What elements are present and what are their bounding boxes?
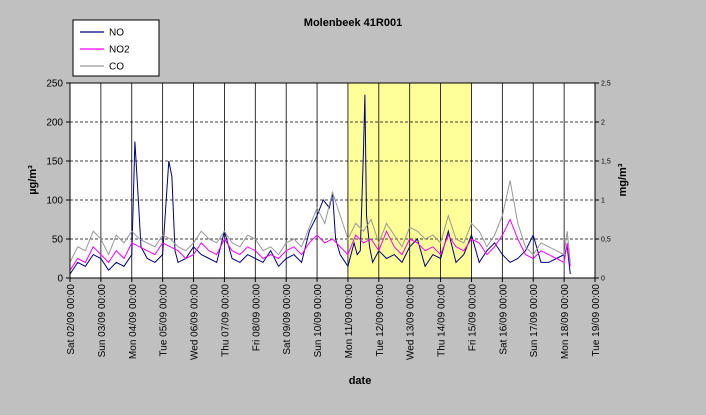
legend-box (72, 19, 160, 77)
x-tick-label: Tue 05/09 00:00 (159, 284, 170, 357)
y-tick-label-left: 150 (46, 157, 63, 168)
x-tick-label: Sun 17/09 00:00 (529, 284, 540, 358)
plot-border (69, 82, 596, 279)
x-tick-label: Mon 11/09 00:00 (344, 284, 355, 359)
series-line-no2 (69, 218, 571, 271)
y-axis-left-title: µg/m³ (27, 165, 39, 195)
x-tick-label: Fri 08/09 00:00 (251, 284, 262, 352)
y-tick-label-right: 0,5 (601, 237, 611, 244)
y-tick-label-right: 1,5 (601, 159, 611, 166)
y-tick-label-left: 100 (46, 196, 63, 207)
x-tick-label: Thu 07/09 00:00 (220, 284, 231, 357)
x-tick-label: Wed 13/09 00:00 (406, 284, 417, 360)
x-tick-label: Sat 02/09 00:00 (66, 284, 77, 355)
x-tick-label: Sun 03/09 00:00 (97, 284, 108, 358)
x-tick-label: Sat 16/09 00:00 (498, 284, 509, 355)
x-tick-label: Mon 18/09 00:00 (560, 284, 571, 359)
legend: NO NO2 CO (72, 19, 160, 77)
legend-label-no: NO (109, 28, 124, 39)
y-axis-right-title: mg/m³ (617, 163, 629, 196)
y-tick-label-right: 2,5 (601, 81, 611, 88)
x-tick-label: Sat 09/09 00:00 (282, 284, 293, 355)
y-tick-label-left: 50 (52, 235, 64, 246)
x-tick-label: Tue 12/09 00:00 (375, 284, 386, 357)
legend-label-co: CO (109, 62, 124, 73)
x-tick-label: Fri 15/09 00:00 (467, 284, 478, 352)
x-tick-label: Wed 06/09 00:00 (190, 284, 201, 360)
y-tick-label-right: 0 (601, 276, 605, 283)
chart-title: Molenbeek 41R001 (304, 17, 402, 29)
y-tick-label-right: 2 (601, 120, 605, 127)
x-tick-label: Sun 10/09 00:00 (313, 284, 324, 358)
y-tick-label-left: 0 (57, 274, 63, 285)
x-axis-title: date (349, 375, 372, 387)
y-tick-label-left: 250 (46, 79, 63, 90)
x-tick-label: Mon 04/09 00:00 (128, 284, 139, 359)
x-tick-label: Thu 14/09 00:00 (437, 284, 448, 357)
series-line-co (69, 180, 571, 263)
y-tick-label-right: 1 (601, 198, 605, 205)
plot-area (69, 82, 596, 279)
y-tick-label-left: 200 (46, 118, 63, 129)
x-tick-label: Tue 19/09 00:00 (591, 284, 602, 357)
legend-label-no2: NO2 (109, 45, 130, 56)
plot-background (70, 83, 595, 278)
